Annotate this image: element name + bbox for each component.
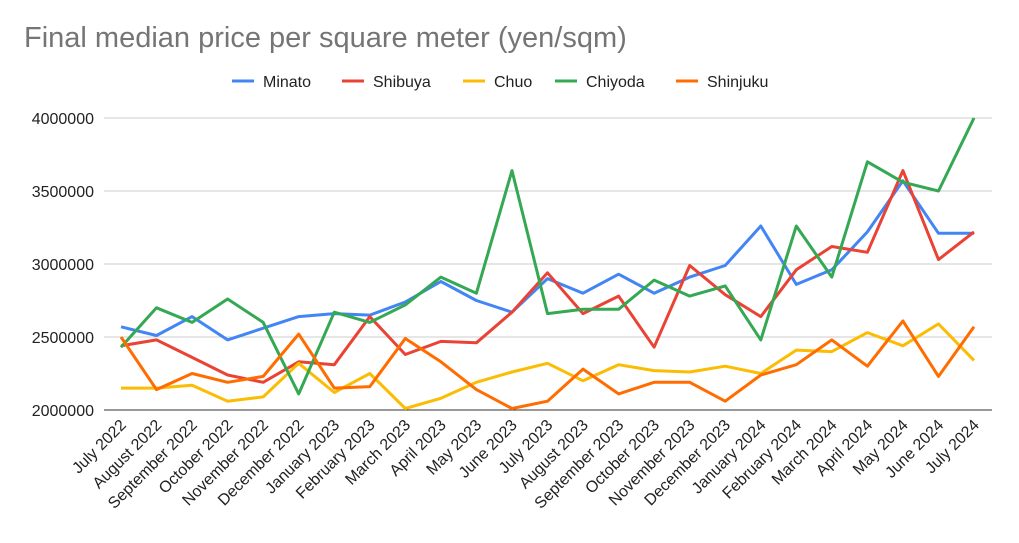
- series-line-minato: [120, 179, 974, 342]
- gridlines: [104, 117, 992, 411]
- y-tick-label: 4000000: [32, 111, 94, 128]
- y-tick-label: 2000000: [32, 403, 94, 420]
- legend: Minato Shibuya Chuo Chiyoda Shinjuku: [232, 74, 768, 91]
- series-line-shinjuku: [119, 319, 976, 410]
- y-tick-label: 2500000: [32, 330, 94, 347]
- y-axis-ticks: 2000000 2500000 3000000 3500000 4000000: [32, 111, 94, 420]
- y-tick-label: 3000000: [32, 257, 94, 274]
- legend-label: Chiyoda: [586, 74, 645, 91]
- series-line-chuo: [121, 322, 976, 410]
- legend-label: Chuo: [494, 74, 532, 91]
- chart-title: Final median price per square meter (yen…: [24, 22, 627, 54]
- legend-label: Minato: [263, 74, 311, 91]
- series-line-shibuya: [120, 169, 975, 384]
- legend-label: Shinjuku: [707, 74, 768, 91]
- legend-label: Shibuya: [373, 74, 431, 91]
- series-line-chiyoda: [119, 117, 976, 396]
- y-tick-label: 3500000: [32, 184, 94, 201]
- series-lines: [119, 117, 976, 410]
